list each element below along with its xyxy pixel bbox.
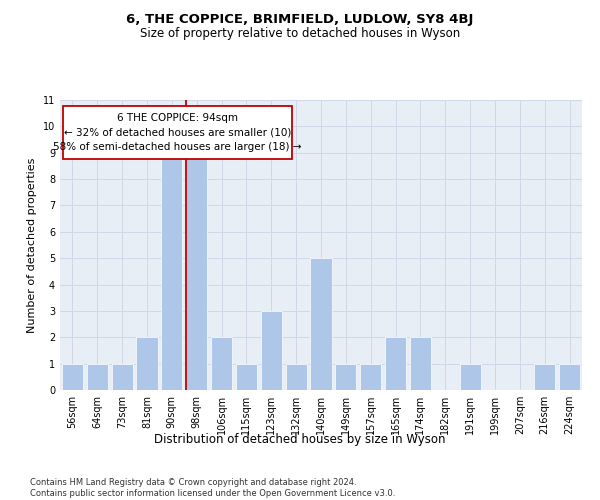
Bar [186, 152, 207, 390]
Y-axis label: Number of detached properties: Number of detached properties [28, 158, 37, 332]
Text: Size of property relative to detached houses in Wyson: Size of property relative to detached ho… [140, 28, 460, 40]
Text: Contains HM Land Registry data © Crown copyright and database right 2024.
Contai: Contains HM Land Registry data © Crown c… [30, 478, 395, 498]
Bar [310, 258, 332, 390]
Bar [559, 364, 580, 390]
Bar [335, 364, 356, 390]
Bar [161, 152, 182, 390]
Bar [211, 338, 232, 390]
Bar [410, 338, 431, 390]
Bar [236, 364, 257, 390]
Text: Distribution of detached houses by size in Wyson: Distribution of detached houses by size … [154, 432, 446, 446]
Bar [261, 311, 282, 390]
Text: 6, THE COPPICE, BRIMFIELD, LUDLOW, SY8 4BJ: 6, THE COPPICE, BRIMFIELD, LUDLOW, SY8 4… [127, 12, 473, 26]
Bar [286, 364, 307, 390]
Bar [360, 364, 381, 390]
Bar [534, 364, 555, 390]
Bar [385, 338, 406, 390]
Bar [87, 364, 108, 390]
Bar [112, 364, 133, 390]
Text: 6 THE COPPICE: 94sqm
← 32% of detached houses are smaller (10)
58% of semi-detac: 6 THE COPPICE: 94sqm ← 32% of detached h… [53, 113, 302, 152]
Bar [62, 364, 83, 390]
FancyBboxPatch shape [62, 106, 292, 160]
Bar [460, 364, 481, 390]
Bar [136, 338, 158, 390]
